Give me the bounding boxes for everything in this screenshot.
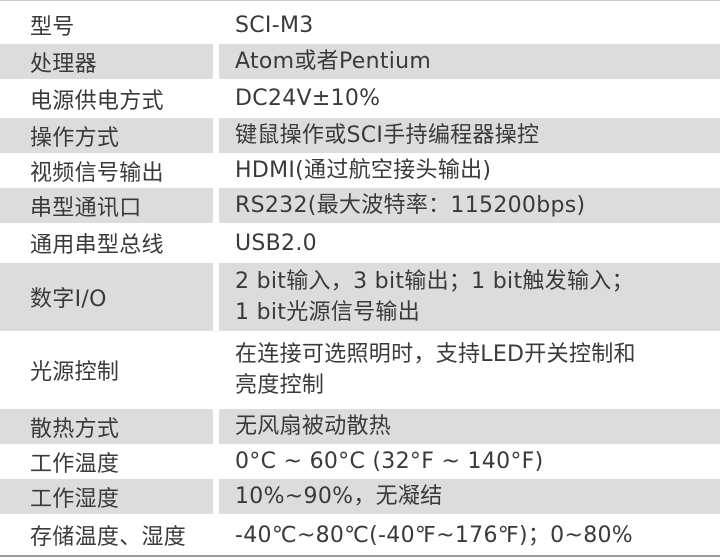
column-divider — [213, 409, 219, 444]
spec-row: 电源供电方式 DC24V±10% — [0, 79, 720, 118]
spec-label: 数字I/O — [0, 263, 213, 331]
spec-row: 视频信号输出 HDMI(通过航空接头输出) — [0, 153, 720, 188]
spec-value: 0°C ~ 60°C (32°F ~ 140°F) — [235, 449, 544, 474]
column-divider — [213, 153, 219, 188]
spec-value: DC24V±10% — [235, 86, 381, 111]
spec-label: 操作方式 — [0, 118, 213, 153]
column-divider — [213, 444, 219, 479]
spec-label: 散热方式 — [0, 409, 213, 444]
column-divider — [213, 118, 219, 153]
spec-row: 工作湿度 10%~90%，无凝结 — [0, 479, 720, 514]
spec-label: 视频信号输出 — [30, 160, 164, 186]
spec-row: 型号 SCI-M3 — [0, 6, 720, 44]
column-divider — [213, 331, 219, 409]
spec-value: USB2.0 — [235, 230, 317, 256]
spec-label: 处理器 — [0, 44, 213, 79]
spec-value: 无风扇被动散热 — [219, 409, 720, 444]
spec-value: HDMI(通过航空接头输出) — [235, 158, 492, 183]
bottom-rule — [0, 555, 720, 557]
spec-value: 10%~90%，无凝结 — [219, 479, 720, 514]
column-divider — [213, 188, 219, 223]
spec-label: 光源控制 — [30, 360, 120, 385]
spec-row: 通用串型总线 USB2.0 — [0, 223, 720, 263]
column-divider — [213, 79, 219, 118]
spec-label: 型号 — [30, 15, 75, 40]
column-divider — [213, 223, 219, 263]
column-divider — [213, 6, 219, 44]
spec-value: RS232(最大波特率：115200bps) — [219, 188, 720, 223]
spec-table: 型号 SCI-M3 处理器 Atom或者Pentium 电源供电方式 DC24V… — [0, 6, 720, 556]
spec-label: 电源供电方式 — [30, 88, 164, 114]
spec-row: 数字I/O 2 bit输入，3 bit输出；1 bit触发输入； 1 bit光源… — [0, 263, 720, 331]
spec-row: 光源控制 在连接可选照明时，支持LED开关控制和 亮度控制 — [0, 331, 720, 409]
spec-label: 通用串型总线 — [30, 233, 164, 258]
spec-value: -40℃~80℃(-40℉~176℉)；0~80% — [235, 522, 633, 548]
spec-value: 键鼠操作或SCI手持编程器操控 — [219, 118, 720, 153]
spec-label: 工作湿度 — [0, 479, 213, 514]
column-divider — [213, 44, 219, 79]
spec-value: 2 bit输入，3 bit输出；1 bit触发输入； 1 bit光源信号输出 — [219, 263, 720, 331]
spec-row: 散热方式 无风扇被动散热 — [0, 409, 720, 444]
spec-row: 处理器 Atom或者Pentium — [0, 44, 720, 79]
spec-label: 存储温度、湿度 — [30, 525, 187, 550]
column-divider — [213, 263, 219, 331]
spec-label: 工作温度 — [30, 451, 120, 477]
spec-row: 存储温度、湿度 -40℃~80℃(-40℉~176℉)；0~80% — [0, 514, 720, 556]
spec-row: 串型通讯口 RS232(最大波特率：115200bps) — [0, 188, 720, 223]
column-divider — [213, 514, 219, 556]
spec-label: 串型通讯口 — [0, 188, 213, 223]
spec-value: SCI-M3 — [235, 12, 314, 38]
spec-row: 工作温度 0°C ~ 60°C (32°F ~ 140°F) — [0, 444, 720, 479]
spec-row: 操作方式 键鼠操作或SCI手持编程器操控 — [0, 118, 720, 153]
column-divider — [213, 479, 219, 514]
spec-value: 在连接可选照明时，支持LED开关控制和 亮度控制 — [235, 342, 636, 398]
spec-value: Atom或者Pentium — [219, 44, 720, 79]
